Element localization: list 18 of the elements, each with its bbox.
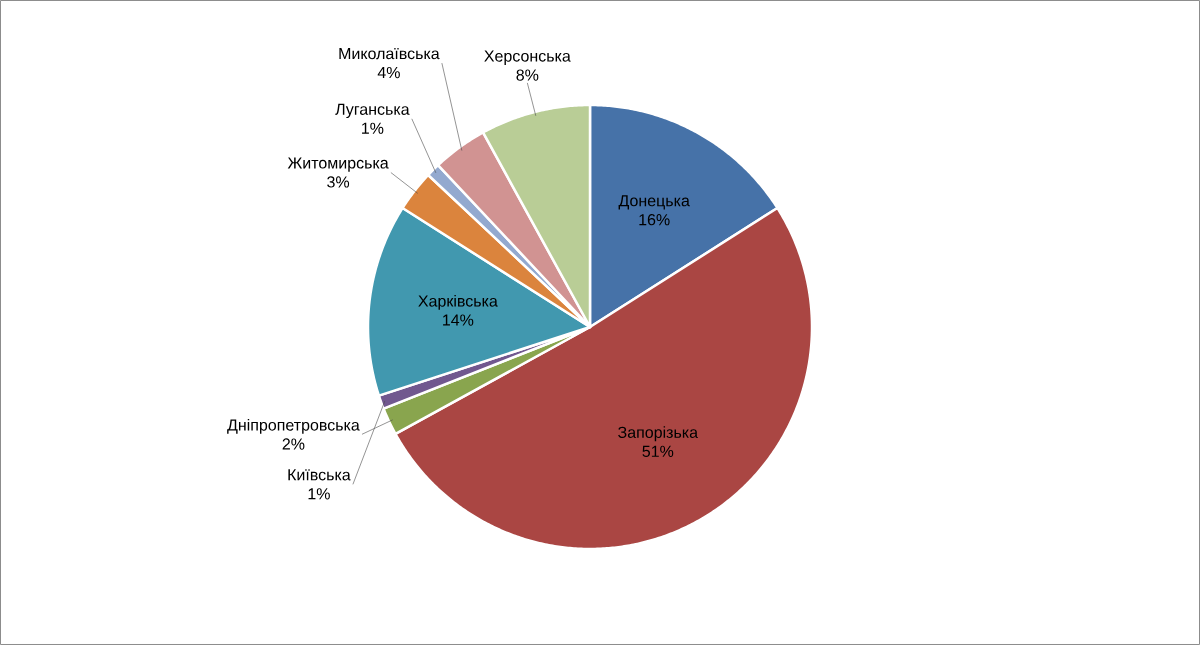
slice-label: Харківська: [418, 294, 498, 310]
data-label: 4%: [377, 66, 400, 79]
slice-label: Луганська: [335, 103, 410, 119]
slice-label: Донецька: [618, 195, 690, 210]
slice-label: Херсонська: [484, 50, 571, 65]
slice-label: Житомирська: [287, 157, 389, 172]
data-label: 16%: [639, 214, 670, 226]
data-label: 2%: [282, 438, 305, 450]
data-label: 1%: [362, 122, 384, 134]
data-label: 3%: [327, 176, 350, 188]
data-label: 14%: [443, 314, 474, 326]
slice-label: Дніпропетровська: [227, 418, 360, 434]
data-label: 1%: [308, 488, 330, 500]
slice-label: Київська: [288, 469, 351, 481]
data-label: 51%: [642, 445, 674, 458]
data-label: 8%: [516, 69, 539, 81]
slice-label: Запорізька: [618, 426, 699, 442]
slice-label: Миколаївська: [339, 48, 440, 60]
